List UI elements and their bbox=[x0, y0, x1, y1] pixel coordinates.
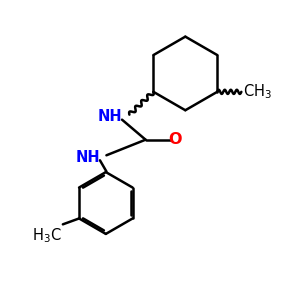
Text: NH: NH bbox=[75, 150, 100, 165]
Text: O: O bbox=[168, 132, 182, 147]
Text: NH: NH bbox=[98, 109, 122, 124]
Text: CH$_3$: CH$_3$ bbox=[243, 82, 272, 101]
Text: H$_3$C: H$_3$C bbox=[32, 226, 62, 244]
